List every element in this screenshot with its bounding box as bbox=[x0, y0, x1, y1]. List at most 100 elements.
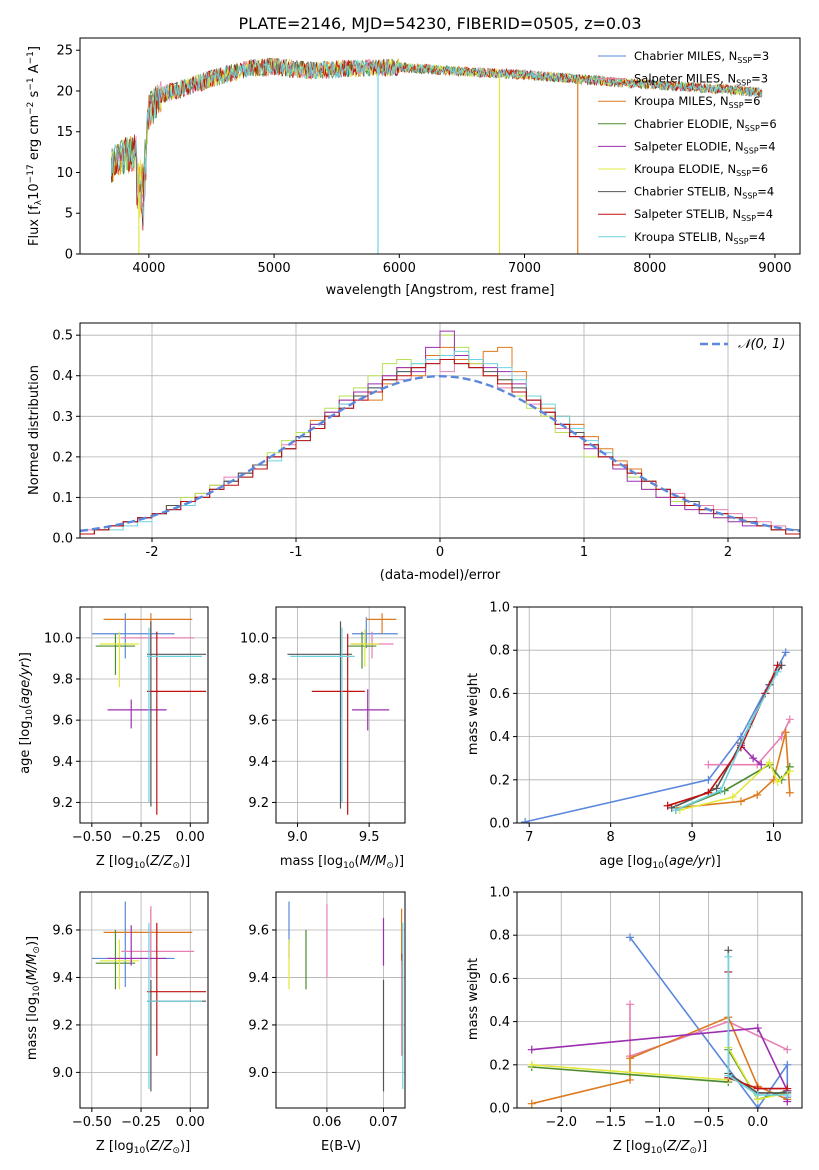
legend-label: Chabrier ELODIE, NSSP=6 bbox=[634, 117, 777, 133]
normal-curve bbox=[80, 374, 800, 533]
y-tick-label: 1.0 bbox=[489, 601, 510, 616]
y-tick-label: 5 bbox=[65, 207, 73, 222]
weight-age-ylabel: mass weight bbox=[466, 673, 481, 755]
x-tick-label: 0.0 bbox=[747, 1115, 768, 1130]
weight-marker-chabrier_miles bbox=[781, 648, 790, 657]
y-tick-label: 0.2 bbox=[52, 450, 73, 465]
x-tick-label: 0.00 bbox=[176, 1115, 205, 1130]
y-tick-label: 9.4 bbox=[52, 971, 73, 986]
spectrum-line-salpeter_stelib bbox=[110, 57, 763, 231]
y-tick-label: 9.2 bbox=[52, 796, 73, 811]
x-tick-label: −2.0 bbox=[545, 1115, 577, 1130]
plot-area bbox=[527, 933, 792, 1108]
weight-marker-salpeter_stelib bbox=[663, 801, 672, 810]
weight-marker-kroupa_stelib bbox=[724, 952, 733, 961]
axes-frame bbox=[275, 891, 406, 1109]
weight-marker-salpeter_elodie bbox=[753, 1024, 762, 1033]
x-tick-label: 0 bbox=[436, 545, 444, 560]
weight-marker-kroupa_miles bbox=[626, 1075, 635, 1084]
weight-marker-salpeter_miles bbox=[626, 1000, 635, 1009]
spectrum-xlabel: wavelength [Angstrom, rest frame] bbox=[326, 283, 555, 298]
x-tick-label: −0.50 bbox=[72, 1115, 112, 1130]
weight-marker-kroupa_stelib bbox=[773, 667, 782, 676]
age-vs-metallicity-plot: −0.50 −0.25 0.00 9.2 9.4 9.6 9.8 10.0 bbox=[44, 606, 209, 845]
y-tick-label: 9.6 bbox=[52, 923, 73, 938]
residuals-ylabel: Normed distribution bbox=[27, 365, 42, 495]
y-tick-label: 0.6 bbox=[489, 972, 510, 987]
weight-line-salpeter_miles bbox=[629, 1004, 788, 1058]
x-tick-label: 0.00 bbox=[176, 830, 205, 845]
x-tick-label: 1 bbox=[580, 545, 588, 560]
y-tick-label: 10 bbox=[56, 166, 73, 181]
weight-marker-kroupa_stelib bbox=[671, 806, 680, 815]
weight-marker-kroupa_miles bbox=[785, 788, 794, 797]
x-tick-label: -2 bbox=[146, 545, 159, 560]
weight-marker-chabrier_miles bbox=[626, 933, 635, 942]
x-tick-label: −0.25 bbox=[121, 1115, 161, 1130]
mass-ebv-xlabel: E(B-V) bbox=[321, 1139, 361, 1154]
legend-label: 𝒩(0, 1) bbox=[738, 337, 785, 352]
weight-marker-kroupa_elodie bbox=[728, 793, 737, 802]
spectrum-line-kroupa_stelib bbox=[110, 58, 763, 226]
y-tick-label: 0.4 bbox=[52, 369, 73, 384]
y-tick-label: 1.0 bbox=[489, 886, 510, 901]
weight-marker-kroupa_stelib bbox=[724, 1071, 733, 1080]
age-z-ylabel: age [log10(age/yr)] bbox=[18, 652, 35, 774]
weight-marker-kroupa_elodie bbox=[527, 1060, 536, 1069]
y-tick-label: 0.0 bbox=[489, 1102, 510, 1117]
weight-marker-kroupa_elodie bbox=[765, 758, 774, 767]
weight-line-kroupa_miles bbox=[675, 732, 791, 809]
residual-histogram-plot: -2 -1 0 1 2 0.0 0.1 0.2 0.3 0.4 0.5 𝒩(0, 1) bbox=[52, 322, 801, 560]
y-tick-label: 9.0 bbox=[248, 1066, 269, 1081]
y-tick-label: 15 bbox=[56, 125, 73, 140]
spectrum-title: PLATE=2146, MJD=54230, FIBERID=0505, z=0… bbox=[238, 14, 641, 33]
x-tick-label: −1.5 bbox=[595, 1115, 627, 1130]
weight-line-kroupa_stelib bbox=[727, 956, 788, 1096]
legend-label: Kroupa STELIB, NSSP=4 bbox=[634, 230, 765, 246]
mass-vs-metallicity-plot: −0.50 −0.25 0.00 9.0 9.2 9.4 9.6 bbox=[52, 891, 209, 1130]
mass-z-xlabel: Z [log10(Z/Z⊙)] bbox=[96, 1139, 190, 1156]
y-tick-label: 10.0 bbox=[44, 631, 73, 646]
x-tick-label: −0.25 bbox=[121, 830, 161, 845]
plot-area bbox=[91, 901, 207, 1092]
plot-area bbox=[91, 613, 207, 815]
legend-label: Salpeter ELODIE, NSSP=4 bbox=[634, 139, 776, 155]
weight-marker-salpeter_elodie bbox=[527, 1045, 536, 1054]
y-tick-label: 9.6 bbox=[248, 714, 269, 729]
weight-line-chabrier_miles bbox=[629, 936, 789, 1108]
spectrum-ylabel: Flux [fλ10−17 erg cm−2 s−1 A−1] bbox=[26, 46, 44, 246]
weight-line-kroupa_stelib bbox=[675, 671, 779, 811]
x-tick-label: 7000 bbox=[508, 261, 541, 276]
x-tick-label: 4000 bbox=[132, 261, 165, 276]
weight-vs-metallicity-plot: −2.0 −1.5 −1.0 −0.5 0.0 0.0 0.2 0.4 0.6 0.8 1.0 bbox=[489, 886, 803, 1130]
y-tick-label: 0.3 bbox=[52, 410, 73, 425]
y-tick-label: 0.2 bbox=[489, 773, 510, 788]
x-tick-label: −0.5 bbox=[693, 1115, 725, 1130]
weight-z-xlabel: Z [log10(Z/Z⊙)] bbox=[613, 1139, 707, 1156]
y-tick-label: 0.6 bbox=[489, 687, 510, 702]
weight-line-salpeter_elodie bbox=[740, 744, 762, 766]
weight-marker-kroupa_miles bbox=[781, 728, 790, 737]
y-tick-label: 25 bbox=[56, 44, 73, 59]
x-tick-label: -1 bbox=[290, 545, 303, 560]
weight-marker-chabrier_miles bbox=[521, 817, 530, 823]
x-tick-label: 9.0 bbox=[287, 830, 308, 845]
x-tick-label: −0.50 bbox=[72, 830, 112, 845]
axes-frame bbox=[275, 606, 406, 824]
axes-frame bbox=[79, 891, 209, 1109]
weight-z-ylabel: mass weight bbox=[466, 958, 481, 1040]
spectrum-plot: 4000 5000 6000 7000 8000 9000 0 5 10 15 20 25 Chabri… bbox=[56, 37, 801, 276]
plot-area bbox=[110, 57, 763, 254]
plot-area bbox=[80, 330, 800, 538]
y-tick-label: 0 bbox=[65, 248, 73, 263]
legend-label: Salpeter MILES, NSSP=3 bbox=[634, 72, 768, 88]
y-tick-label: 10.0 bbox=[240, 631, 269, 646]
x-tick-label: 2 bbox=[724, 545, 732, 560]
y-tick-label: 0.0 bbox=[52, 532, 73, 547]
x-tick-label: 9000 bbox=[758, 261, 791, 276]
y-tick-label: 0.4 bbox=[489, 730, 510, 745]
weight-marker-chabrier_stelib bbox=[712, 784, 721, 793]
legend-label: Kroupa ELODIE, NSSP=6 bbox=[634, 162, 768, 178]
weight-line-chabrier_miles bbox=[524, 652, 787, 823]
axes-frame bbox=[79, 37, 801, 255]
